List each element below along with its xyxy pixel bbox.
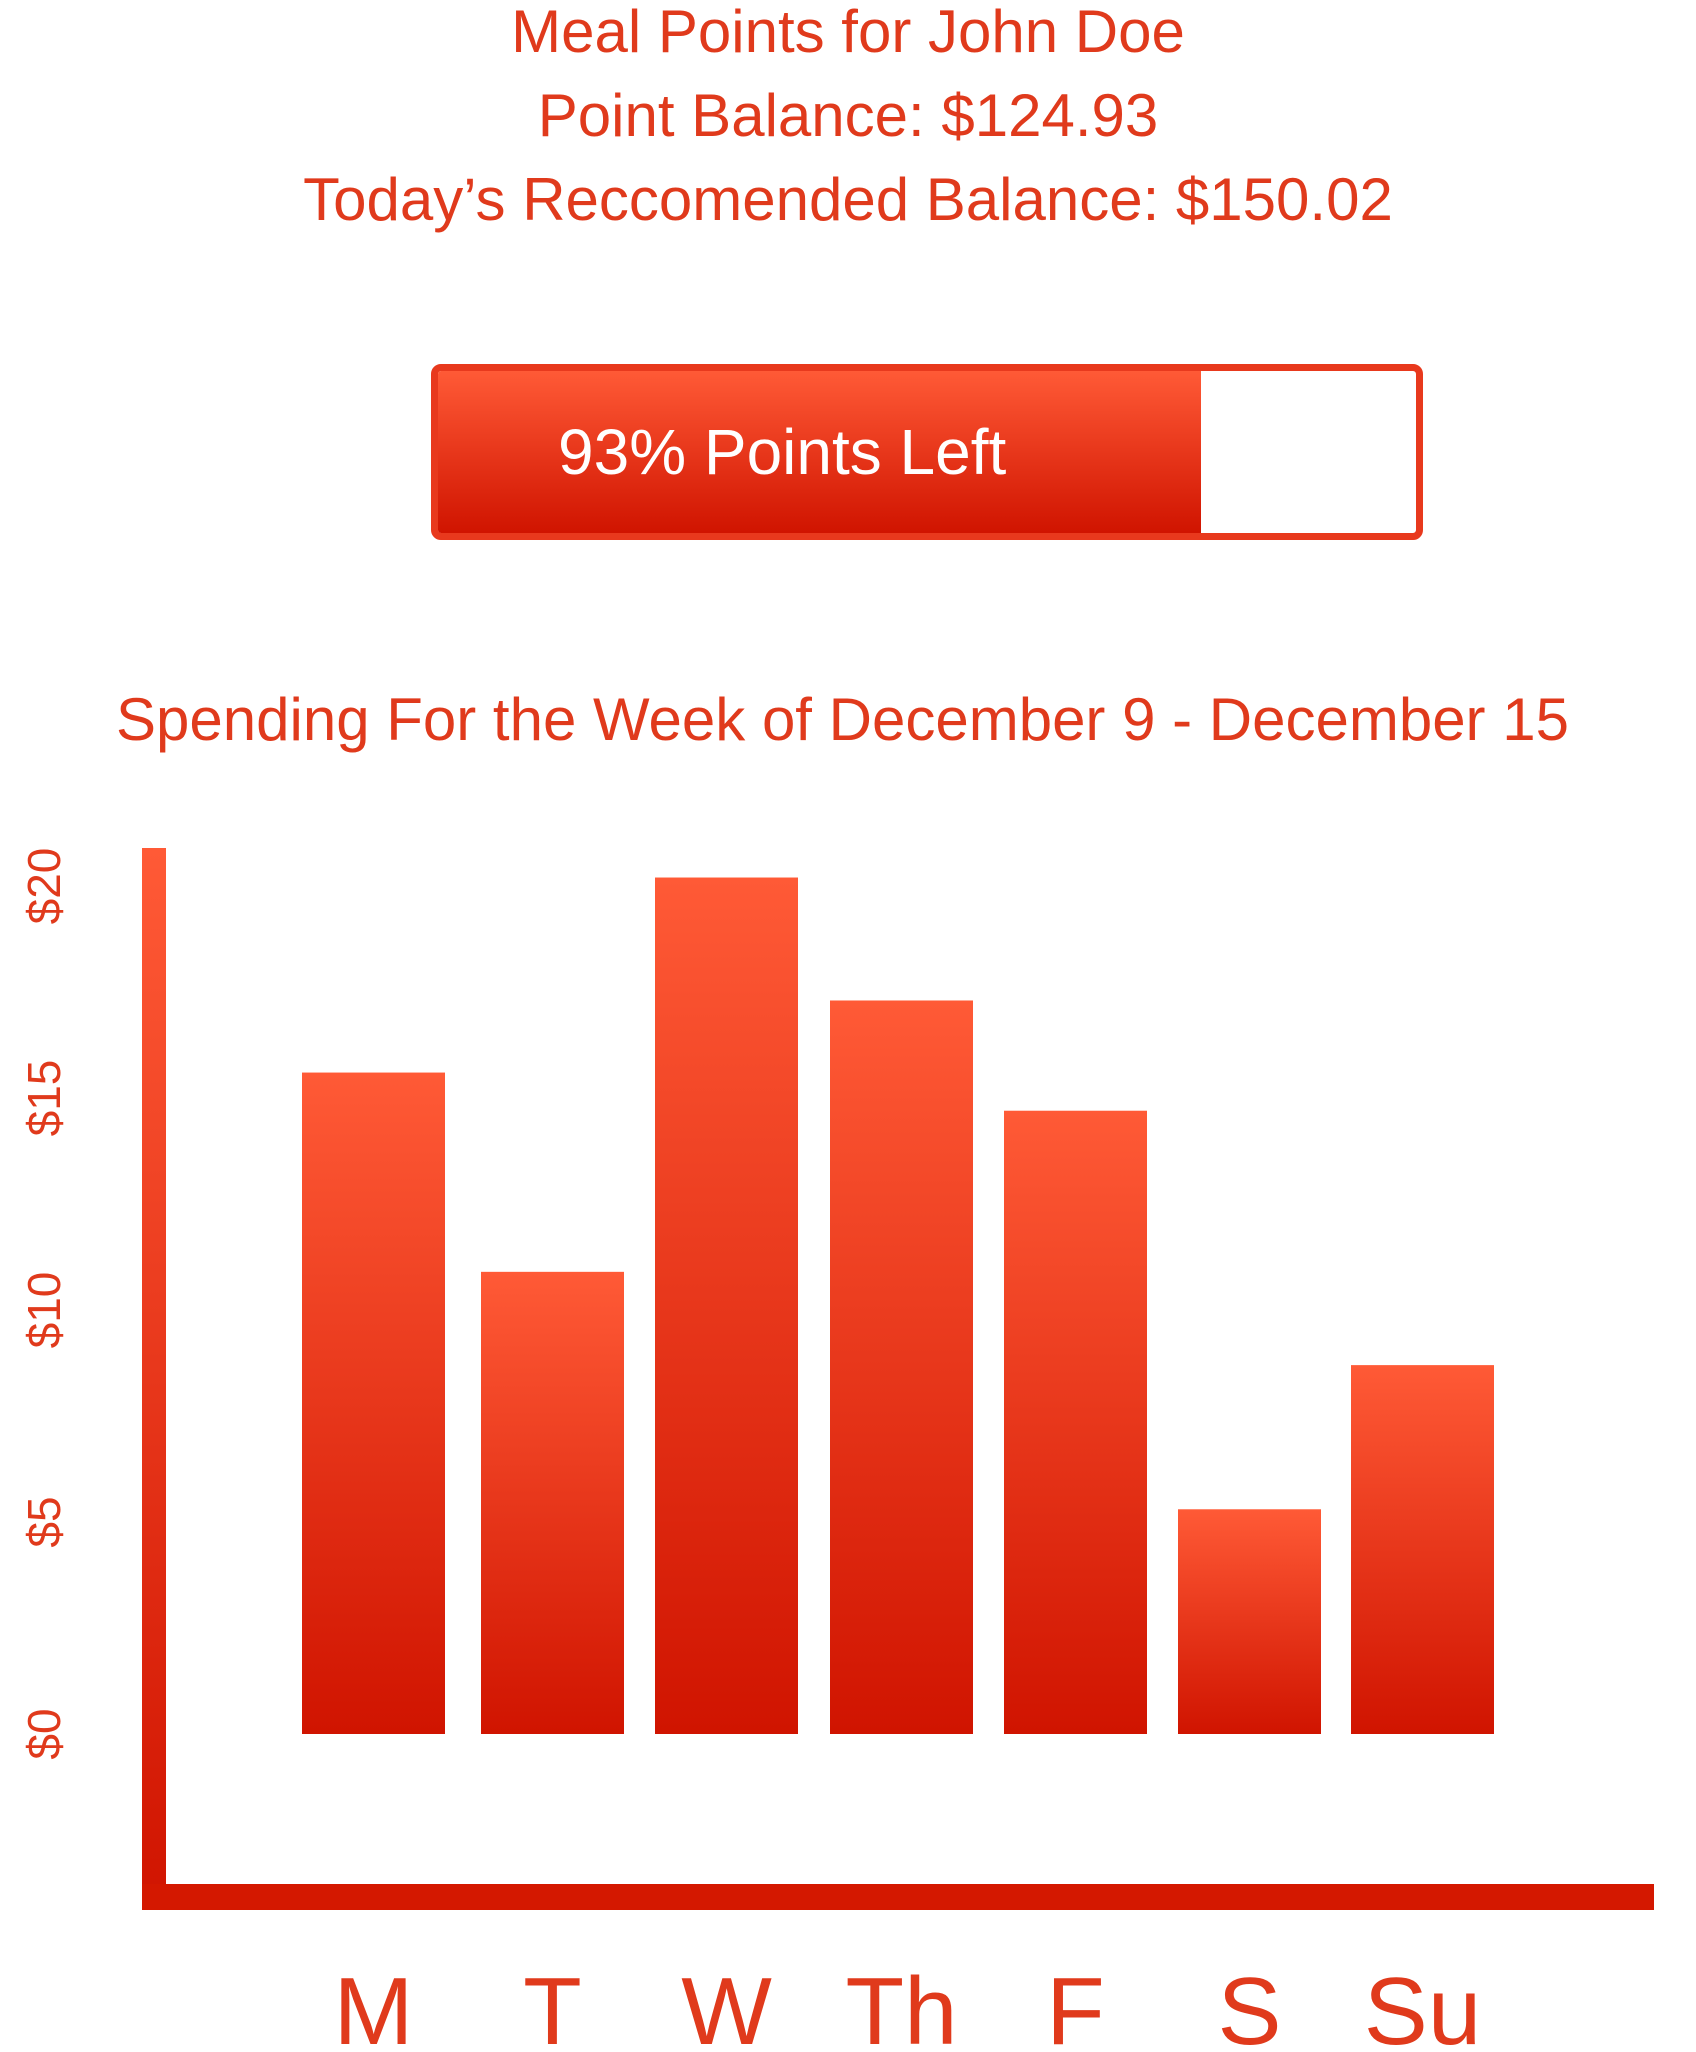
- bar-su: [1351, 1365, 1494, 1734]
- x-tick-label-th: Th: [845, 1958, 957, 2052]
- x-tick-label-m: M: [334, 1958, 414, 2052]
- bar-s: [1178, 1509, 1321, 1734]
- y-tick-label: $5: [18, 1496, 70, 1547]
- y-axis-line: [142, 848, 166, 1910]
- chart-title: Spending For the Week of December 9 - De…: [116, 686, 1569, 753]
- bar-w: [655, 877, 798, 1734]
- x-tick-label-f: F: [1046, 1958, 1105, 2052]
- point-balance: Point Balance: $124.93: [537, 82, 1159, 149]
- points-progress-fill: [438, 371, 1201, 533]
- x-axis-line: [142, 1884, 1654, 1910]
- y-tick-label: $15: [18, 1060, 70, 1137]
- x-tick-label-w: W: [681, 1958, 772, 2052]
- points-progress-label: 93% Points Left: [558, 416, 1007, 488]
- x-tick-label-su: Su: [1364, 1958, 1481, 2052]
- bar-m: [302, 1072, 445, 1734]
- y-tick-label: $0: [18, 1708, 70, 1759]
- bar-t: [481, 1271, 624, 1734]
- recommended-balance: Today’s Reccomended Balance: $150.02: [303, 166, 1393, 233]
- y-tick-label: $10: [18, 1272, 70, 1349]
- page-title: Meal Points for John Doe: [511, 0, 1185, 65]
- points-progress-bar: 93% Points Left: [431, 364, 1423, 540]
- bar-f: [1004, 1110, 1147, 1734]
- bar-th: [830, 1000, 973, 1734]
- y-tick-label: $20: [18, 848, 70, 925]
- x-tick-label-t: T: [523, 1958, 582, 2052]
- x-tick-label-s: S: [1217, 1958, 1281, 2052]
